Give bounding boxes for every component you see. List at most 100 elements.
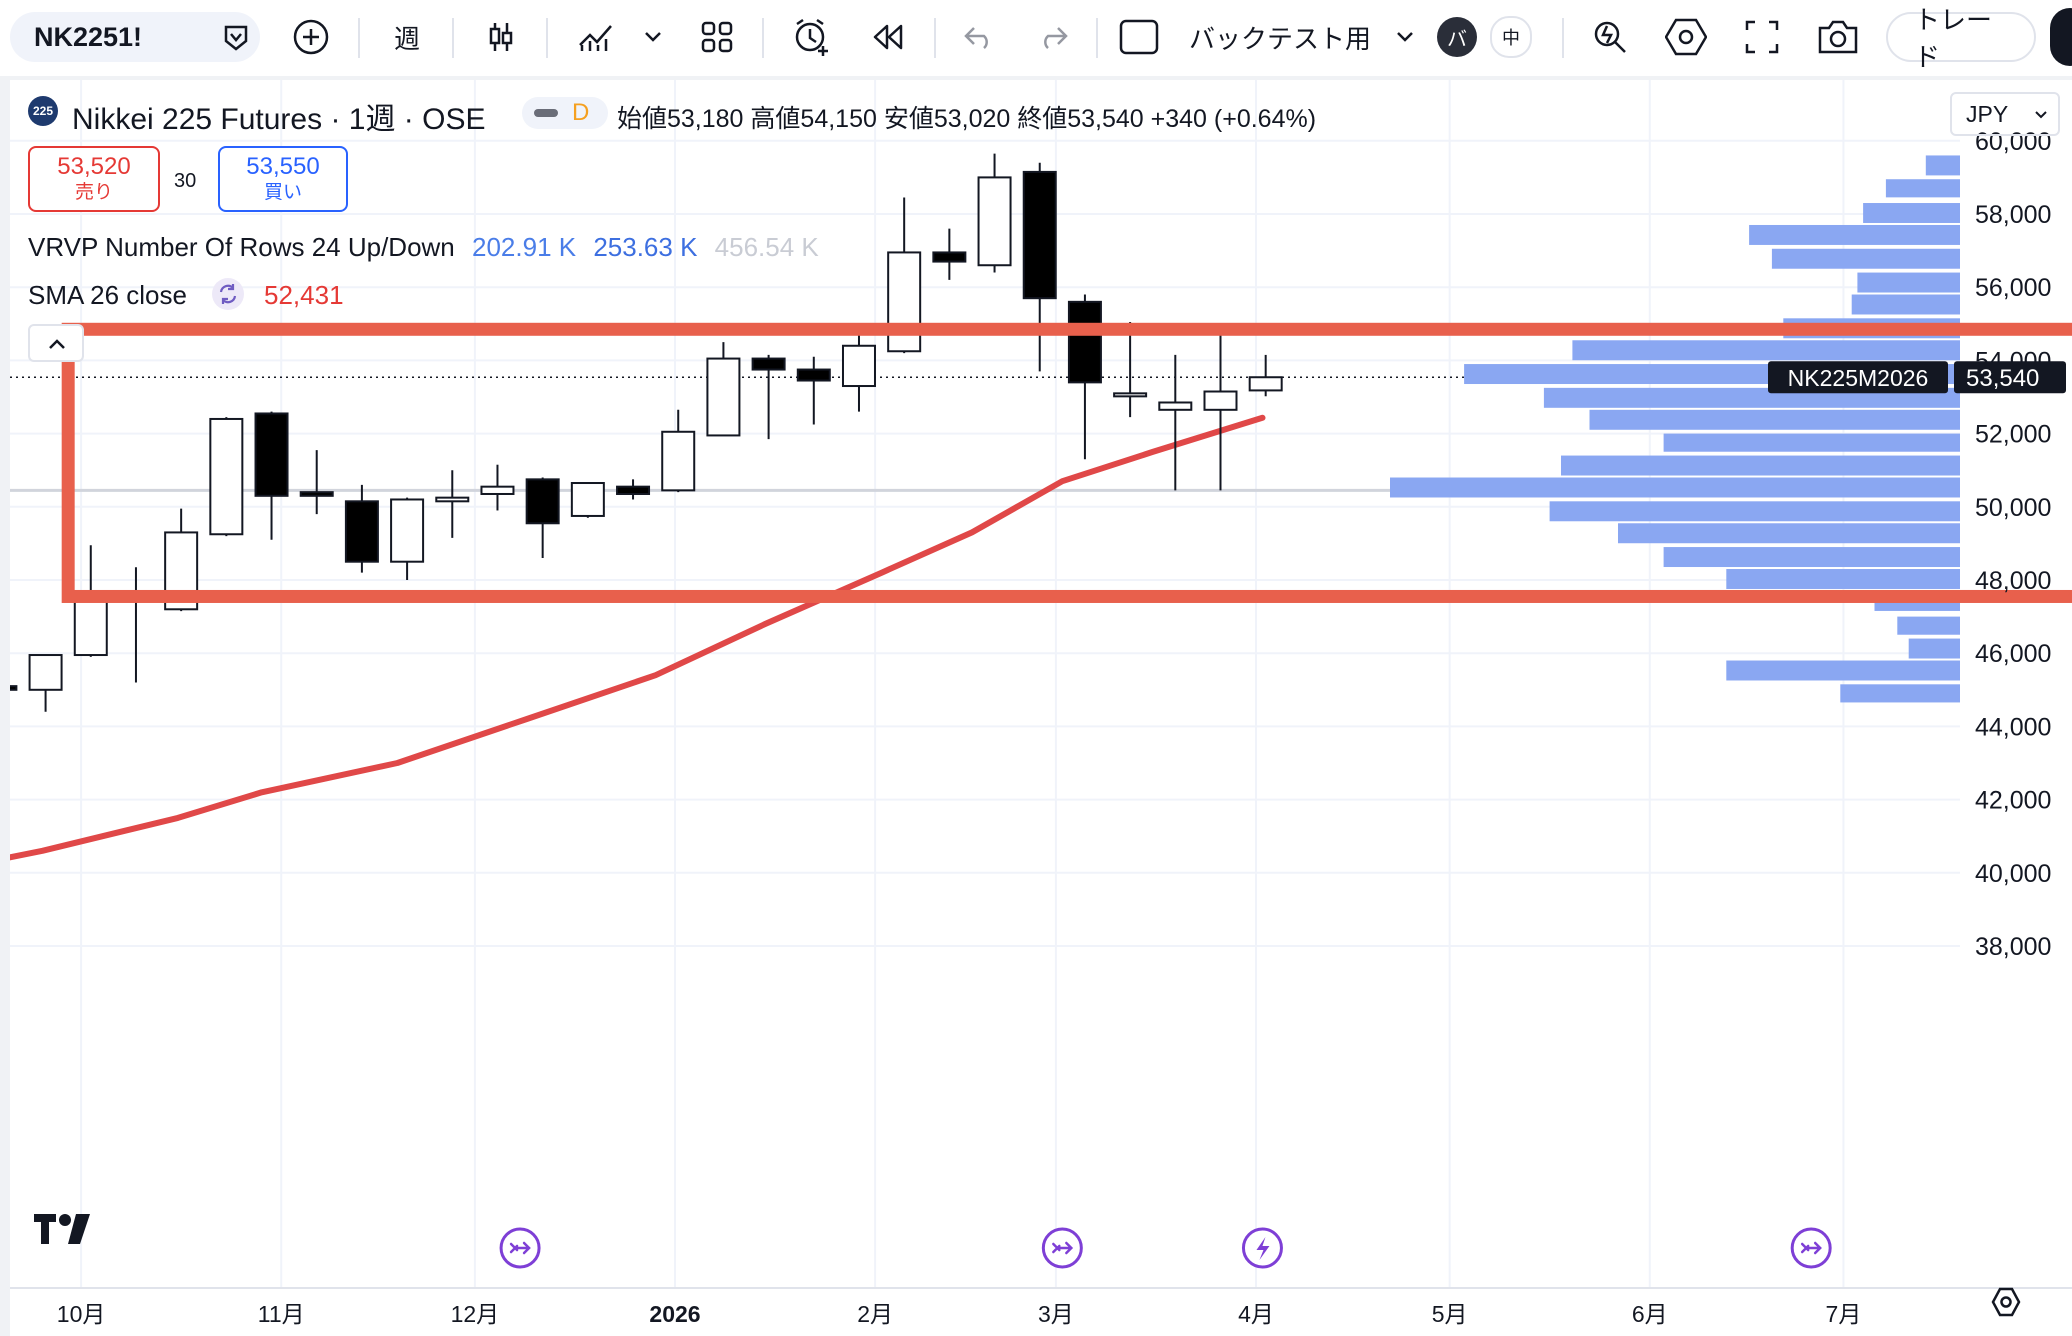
volume-profile-bar — [1618, 523, 1960, 544]
candle-body — [254, 412, 289, 497]
replay-icon[interactable] — [862, 12, 914, 62]
camera-icon[interactable] — [1810, 12, 1866, 62]
volume-profile-bar — [1749, 224, 1960, 245]
trade-label: トレード — [1914, 5, 1993, 72]
buy-label: 買い — [263, 182, 302, 203]
price-chart[interactable]: 38,000 40,000 42,000 44,000 46,000 48,000 50,0… — [10, 80, 2072, 1336]
event-arrow — [509, 1241, 531, 1255]
chart-title[interactable]: Nikkei 225 Futures · 1週 · OSE — [72, 103, 486, 136]
buy-button[interactable]: 53,550 買い — [218, 146, 348, 212]
y-tick-label: 52,000 — [1975, 421, 2051, 449]
y-tick-label: 48,000 — [1975, 567, 2051, 595]
currency-select[interactable]: JPY — [1950, 92, 2060, 136]
volume-profile-bar — [1897, 616, 1960, 635]
vrvp-name: VRVP Number Of Rows 24 Up/Down — [28, 232, 455, 262]
dividend-event-icon — [499, 1227, 541, 1269]
axis-settings-hexagon — [1991, 1287, 2021, 1317]
volume-profile-bar — [1726, 569, 1960, 589]
candle-body — [932, 251, 967, 263]
candle-body — [1248, 376, 1283, 392]
vrvp-up-volume: 202.91 K — [472, 232, 577, 262]
account-badge-ba[interactable]: バ — [1436, 12, 1478, 62]
candle — [209, 417, 244, 537]
layout-square-icon[interactable] — [1114, 12, 1164, 62]
redo-icon[interactable] — [1030, 12, 1076, 62]
volume-profile-bar — [1851, 294, 1960, 315]
y-tick-label: 42,000 — [1975, 787, 2051, 815]
volume-profile-bar — [1726, 660, 1960, 681]
sma-value: 52,431 — [264, 280, 344, 310]
market-status-pill[interactable]: D — [522, 97, 608, 129]
y-tick-label: 44,000 — [1975, 713, 2051, 741]
spread-value: 30 — [174, 170, 197, 192]
volume-profile-bar — [1857, 272, 1960, 293]
volume-profile-bar — [1925, 155, 1960, 176]
fullscreen-icon[interactable] — [1736, 12, 1788, 62]
layout-grid-icon[interactable] — [694, 12, 740, 62]
quick-search-icon[interactable] — [1584, 12, 1636, 62]
time-axis: 10月 11月 12月 2026 2月 3月 4月 5月 6月 7月 — [10, 1287, 2072, 1327]
sma-line — [10, 414, 1266, 861]
indicators-icon[interactable] — [568, 12, 624, 62]
layout-chevron-icon[interactable] — [1390, 12, 1420, 62]
x-tick-label: 4月 — [1238, 1301, 1274, 1327]
candle — [661, 409, 696, 493]
candle-body — [616, 485, 651, 495]
sma-legend[interactable]: SMA 26 close — [28, 280, 187, 311]
chevron-down-icon[interactable] — [640, 12, 666, 62]
symbol-text: NK2251! — [34, 21, 143, 52]
trade-button[interactable]: トレード — [1886, 5, 2036, 72]
candle-body — [887, 251, 922, 353]
candle — [796, 356, 831, 425]
candle-body — [1067, 300, 1102, 384]
symbol-logo: 225 — [28, 96, 58, 126]
sell-button[interactable]: 53,520 売り — [28, 146, 160, 212]
x-tick-label: 7月 — [1826, 1301, 1862, 1327]
candle — [299, 450, 334, 515]
account-avatar[interactable] — [2050, 8, 2072, 66]
candle — [118, 567, 153, 683]
interval-button[interactable]: 週 — [382, 12, 432, 62]
contract-label: NK225M2026 — [1788, 365, 1929, 391]
last-price-label-bg — [1954, 361, 2066, 394]
volume-profile-bar — [1572, 340, 1960, 361]
candle-body — [1022, 170, 1057, 300]
candle — [841, 323, 876, 412]
watchlist-icon[interactable] — [210, 12, 262, 62]
settings-hexagon-icon[interactable] — [1660, 12, 1712, 62]
y-tick-label: 50,000 — [1975, 494, 2051, 522]
dividend-event-icon — [1041, 1227, 1083, 1269]
add-symbol-icon[interactable] — [288, 12, 334, 62]
sma-name: SMA 26 close — [28, 280, 187, 310]
candle-body — [28, 654, 63, 691]
symbol-search-button[interactable]: NK2251! — [10, 12, 260, 62]
undo-icon[interactable] — [956, 12, 1002, 62]
candle-body — [299, 491, 334, 497]
tradingview-logo[interactable] — [32, 1212, 96, 1251]
vrvp-legend[interactable]: VRVP Number Of Rows 24 Up/Down 202.91 K … — [28, 232, 819, 263]
candle — [1203, 334, 1238, 491]
sma-reload-icon[interactable] — [212, 278, 244, 310]
candle-body — [480, 485, 515, 495]
alert-clock-icon[interactable] — [786, 12, 838, 62]
volume-profile-bar — [1771, 248, 1960, 269]
candle-body — [435, 496, 470, 503]
account-badge-naka[interactable]: 中 — [1490, 12, 1532, 62]
candle — [525, 477, 560, 559]
layout-name: バックテスト用 — [1188, 23, 1371, 54]
price-labels: NK225M2026 53,540 — [1768, 361, 2066, 394]
candles-icon[interactable] — [476, 12, 526, 62]
currency-label: JPY — [1966, 100, 2009, 127]
x-tick-label: 3月 — [1038, 1301, 1074, 1327]
status-dot-icon — [534, 109, 558, 117]
event-bolt — [1256, 1237, 1270, 1260]
candle — [1067, 294, 1102, 460]
layout-name-button[interactable]: バックテスト用 — [1180, 12, 1380, 62]
candle — [751, 354, 786, 440]
volume-profile-bar — [1863, 203, 1960, 223]
collapse-legend-button[interactable] — [28, 324, 84, 362]
candle — [1113, 321, 1148, 418]
y-tick-label: 38,000 — [1975, 933, 2051, 961]
axis-settings-center — [2000, 1296, 2012, 1308]
currency-chevron-icon — [2035, 111, 2047, 119]
